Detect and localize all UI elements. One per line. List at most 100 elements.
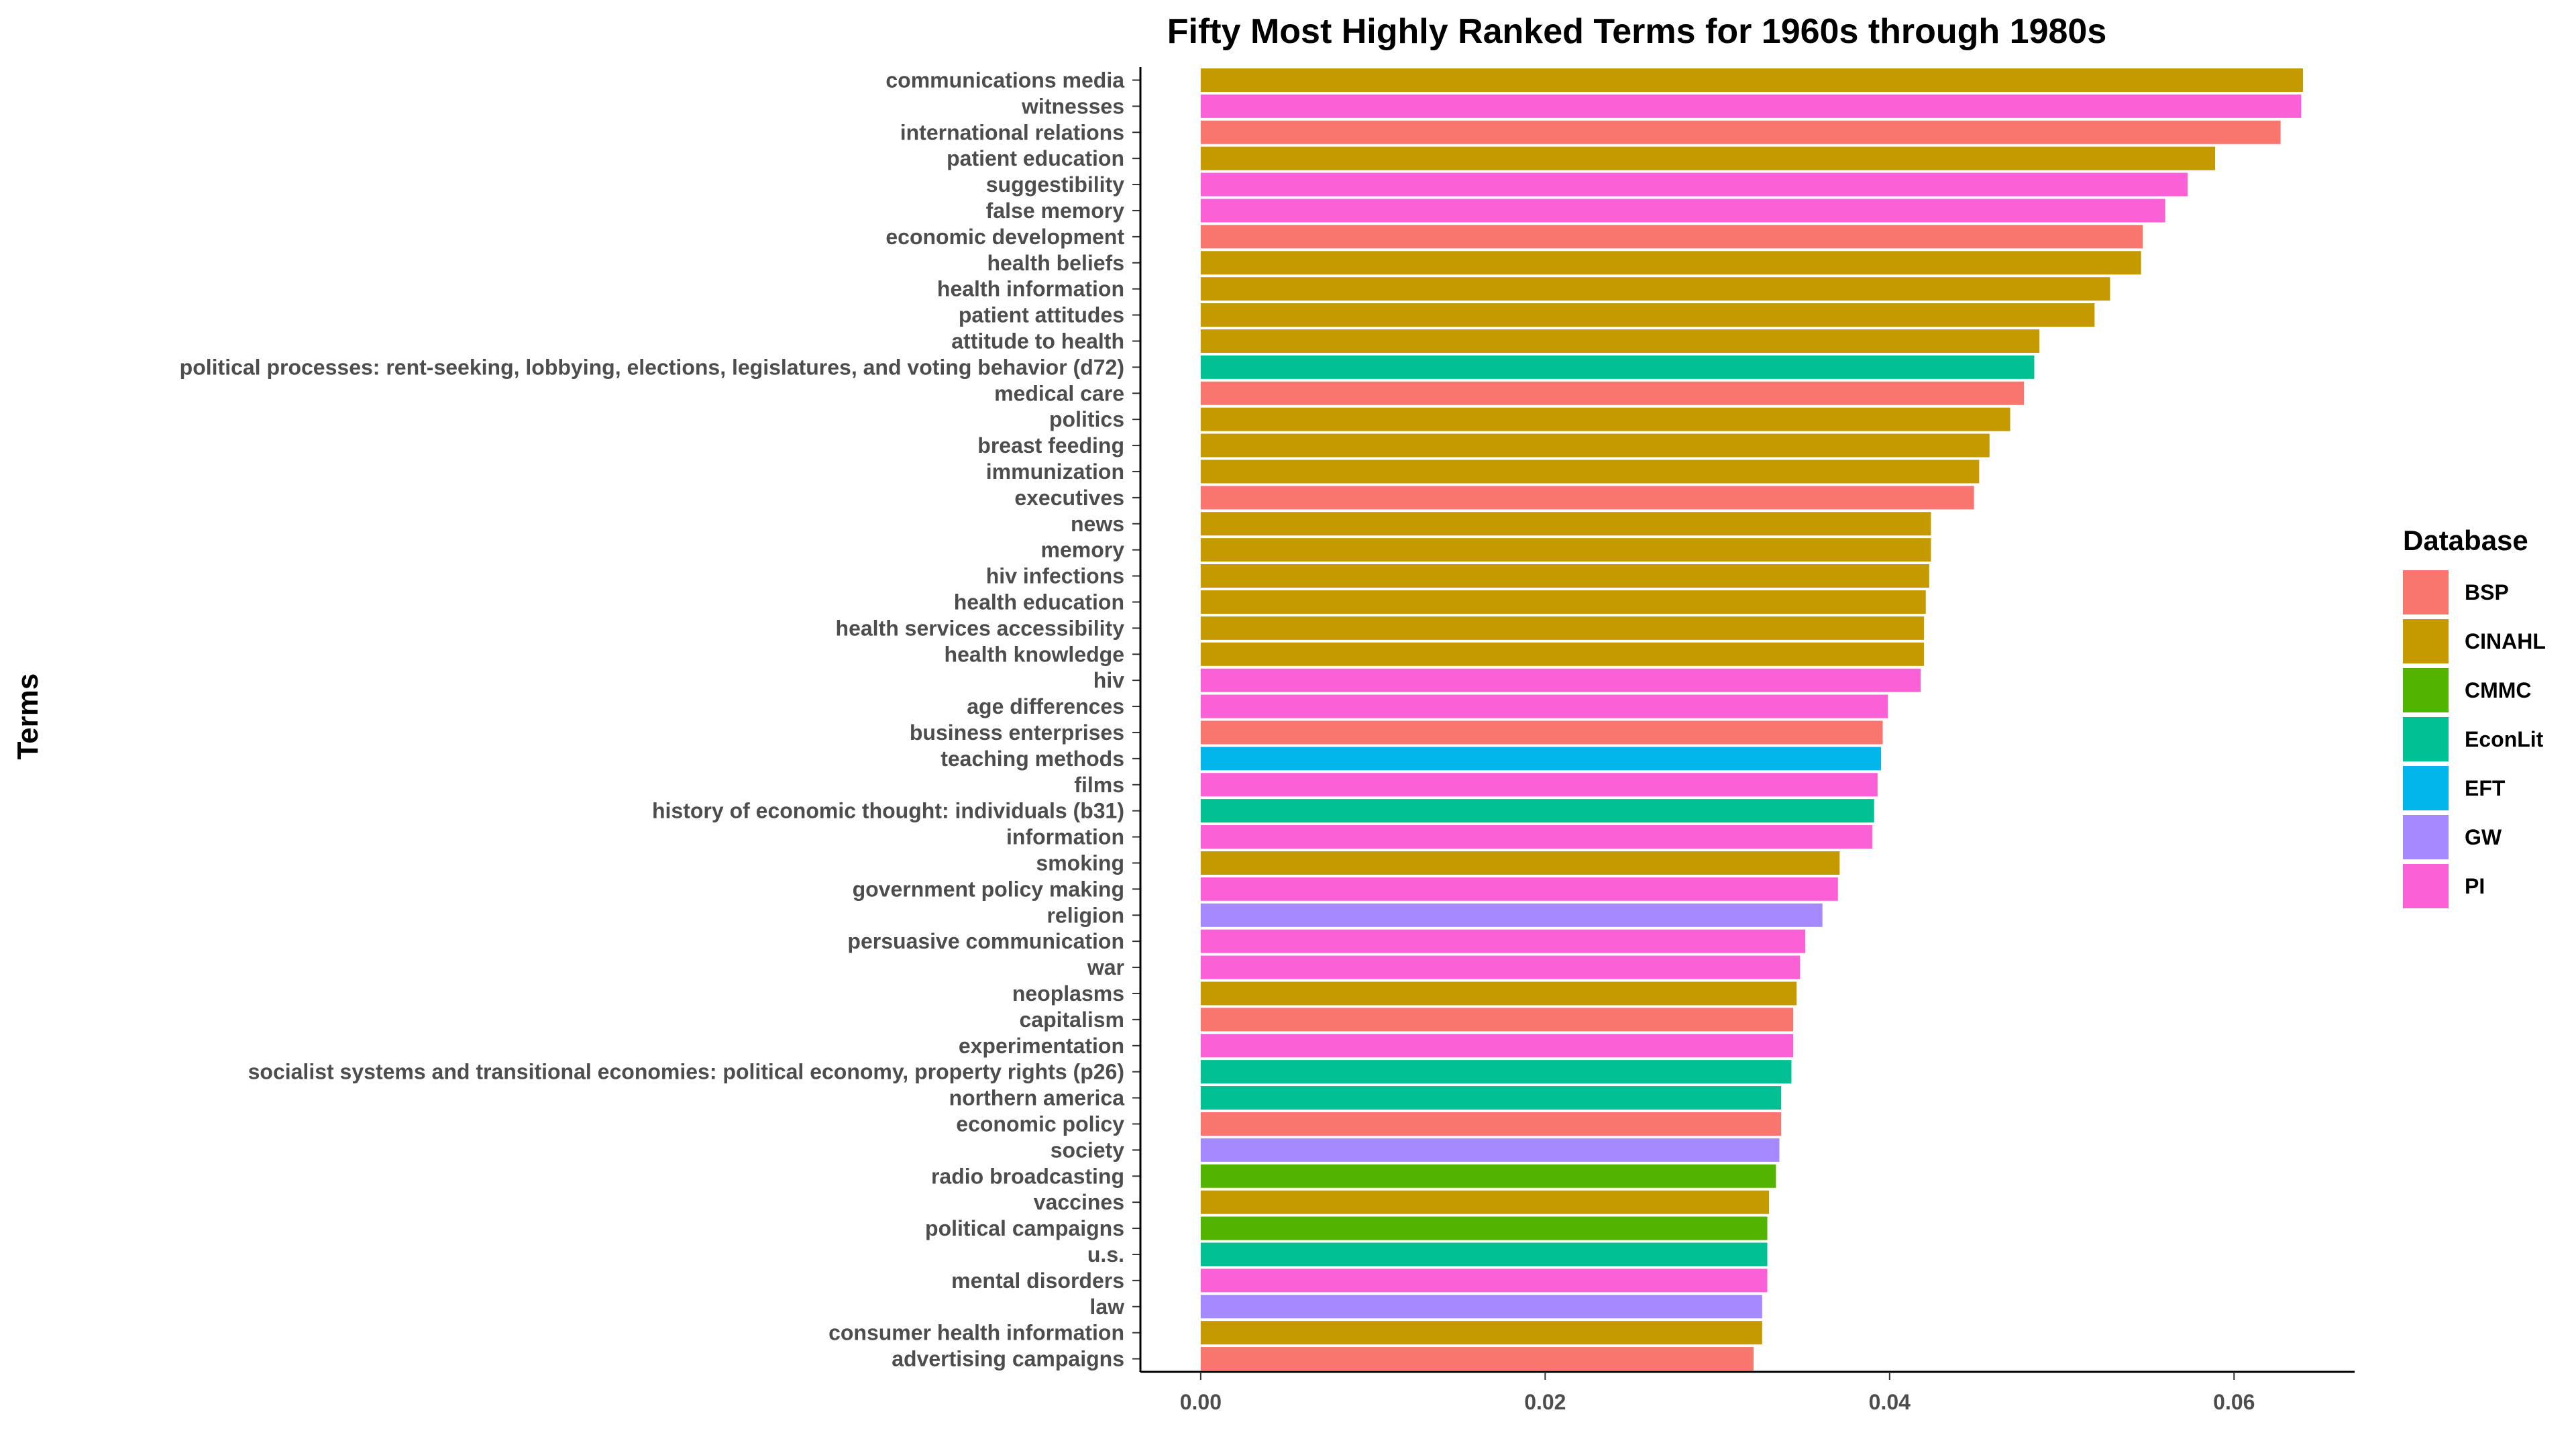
category-label: history of economic thought: individuals… [652,799,1124,823]
bar [1200,1190,1770,1214]
bar [1200,538,1931,562]
legend-title: Database [2403,525,2528,556]
bar [1200,486,1974,510]
bar [1200,1034,1794,1058]
bar [1200,642,1925,666]
bar [1200,1242,1768,1267]
bar [1200,1216,1768,1240]
x-ticks: 0.00 0.02 0.04 0.06 [1180,1372,2255,1414]
bar [1200,199,2165,223]
category-label: smoking [1036,851,1124,875]
legend-label: EFT [2465,776,2506,800]
bar [1200,1086,1782,1110]
category-label: teaching methods [941,747,1124,771]
legend-label: BSP [2465,580,2509,604]
category-label: hiv infections [986,564,1124,588]
category-label: vaccines [1034,1190,1124,1214]
category-label: u.s. [1087,1242,1124,1267]
category-label: health education [954,590,1124,614]
category-label: persuasive communication [847,929,1124,953]
category-label: health beliefs [987,251,1125,275]
bar [1200,877,1838,901]
category-label: news [1071,512,1124,536]
category-label: business enterprises [910,720,1124,745]
bar [1200,146,2216,170]
chart-title: Fifty Most Highly Ranked Terms for 1960s… [1167,12,2107,51]
legend-label: EconLit [2465,727,2544,751]
bar [1200,1138,1780,1162]
bar [1200,851,1840,875]
bar [1200,94,2302,118]
category-label: society [1051,1138,1124,1162]
category-label: information [1006,825,1124,849]
category-label: politics [1049,407,1124,431]
bar [1200,799,1874,823]
category-label: religion [1046,903,1124,927]
bar [1200,460,1980,484]
category-label: memory [1041,538,1125,562]
category-label: executives [1014,486,1124,510]
legend-label: CINAHL [2465,629,2546,653]
category-label: government policy making [853,877,1124,901]
category-label: medical care [994,381,1124,405]
bar [1200,277,2110,301]
category-label: breast feeding [977,433,1124,458]
bar [1200,720,1883,745]
category-label: consumer health information [828,1321,1124,1345]
legend-swatch [2403,864,2449,908]
bar [1200,981,1797,1006]
legend-label: PI [2465,874,2485,898]
category-label: health information [937,277,1124,301]
category-label: mental disorders [951,1269,1124,1293]
category-label: experimentation [959,1034,1124,1058]
x-tick-label: 0.04 [1869,1390,1911,1414]
bar [1200,68,2303,92]
bar [1200,773,1878,797]
y-axis-title: Terms [11,674,44,760]
x-tick-label: 0.00 [1180,1390,1222,1414]
axes [1139,67,2355,1373]
bar [1200,825,1873,849]
category-label: international relations [900,120,1124,144]
bar [1200,329,2040,353]
category-label: war [1087,955,1124,979]
bars-layer [1200,68,2303,1371]
bar [1200,251,2141,275]
x-tick-label: 0.06 [2213,1390,2255,1414]
bar [1200,668,1921,692]
category-label: political campaigns [925,1216,1124,1240]
bar [1200,747,1881,771]
legend-entries: BSP CINAHL CMMC EconLit EFT GW PI [2403,570,2546,908]
category-label: patient education [947,146,1124,170]
bar [1200,1060,1792,1084]
bar [1200,303,2095,327]
category-label: patient attitudes [959,303,1124,327]
category-label: health knowledge [945,642,1124,666]
bar [1200,1347,1754,1371]
bar [1200,1295,1762,1319]
category-label: political processes: rent-seeking, lobby… [180,355,1124,379]
category-label: films [1074,773,1124,797]
category-label: immunization [986,460,1124,484]
category-label: age differences [967,694,1124,718]
bar [1200,1269,1768,1293]
legend-label: CMMC [2465,678,2532,702]
category-label: neoplasms [1012,981,1124,1006]
category-label: economic development [885,225,1124,249]
category-label: communications media [885,68,1124,92]
category-label: capitalism [1019,1008,1124,1032]
bar [1200,616,1925,640]
category-label: health services accessibility [836,616,1125,640]
bar [1200,929,1806,953]
category-label: socialist systems and transitional econo… [248,1060,1124,1084]
legend-swatch [2403,717,2449,761]
category-label: false memory [986,199,1125,223]
bar [1200,1164,1776,1188]
bar [1200,172,2188,197]
legend-swatch [2403,570,2449,614]
x-tick-label: 0.02 [1524,1390,1566,1414]
category-label: radio broadcasting [931,1164,1124,1188]
bar [1200,225,2143,249]
category-label: advertising campaigns [892,1347,1124,1371]
legend-label: GW [2465,825,2502,849]
